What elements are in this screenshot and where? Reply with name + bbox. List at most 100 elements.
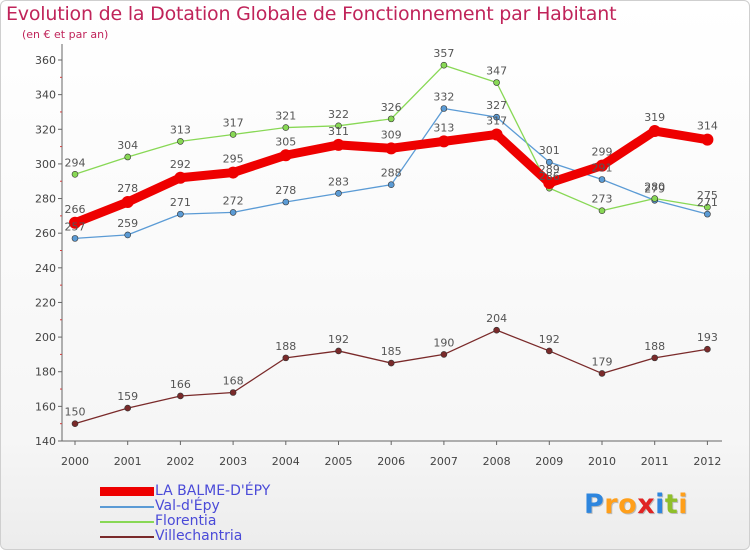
data-point — [545, 158, 553, 166]
data-point — [651, 195, 659, 202]
data-label: 279 — [644, 182, 665, 195]
legend-label: Villechantria — [155, 528, 243, 544]
data-point — [704, 210, 711, 218]
data-point — [648, 125, 661, 138]
y-tick-label: 280 — [35, 193, 56, 206]
data-point — [598, 176, 606, 183]
data-label: 291 — [592, 161, 613, 174]
data-point — [596, 159, 608, 172]
data-label: 278 — [117, 182, 138, 195]
chart-subtitle: (en € et par an) — [22, 28, 109, 41]
data-point — [543, 176, 556, 189]
data-label: 150 — [65, 406, 86, 419]
y-tick-label: 260 — [35, 227, 56, 240]
proxiti-logo: Proxiti — [584, 489, 688, 520]
data-label: 289 — [539, 163, 560, 176]
data-point — [335, 347, 342, 355]
x-tick-label: 2007 — [430, 455, 458, 468]
data-point — [385, 142, 398, 155]
data-label: 193 — [697, 331, 718, 344]
data-label: 179 — [592, 355, 613, 368]
data-point — [704, 203, 711, 211]
y-tick-label: 220 — [35, 296, 56, 309]
data-point — [71, 235, 79, 242]
data-label: 192 — [328, 333, 349, 346]
data-point — [177, 392, 184, 400]
data-point — [437, 135, 450, 148]
x-tick-label: 2000 — [61, 455, 89, 468]
y-tick-label: 340 — [35, 89, 56, 102]
logo-letter: P — [584, 489, 605, 520]
data-point — [174, 171, 187, 184]
data-label: 309 — [381, 128, 402, 141]
data-point — [177, 210, 184, 218]
data-point — [387, 115, 395, 123]
data-label: 317 — [486, 114, 507, 127]
data-point — [493, 326, 500, 334]
data-label: 280 — [644, 181, 665, 194]
data-point — [387, 181, 395, 188]
data-label: 259 — [117, 217, 138, 230]
data-point — [598, 370, 606, 377]
x-tick-label: 2004 — [272, 455, 300, 468]
y-tick-label: 320 — [35, 123, 56, 136]
data-label: 311 — [328, 125, 349, 138]
data-label: 313 — [170, 123, 191, 136]
data-label: 278 — [275, 184, 296, 197]
data-point — [124, 404, 131, 412]
data-point — [701, 133, 714, 146]
data-point — [177, 138, 184, 145]
logo-letter: o — [618, 489, 638, 520]
data-label: 321 — [275, 110, 296, 123]
data-point — [71, 420, 79, 427]
data-label: 266 — [65, 203, 86, 216]
data-point — [69, 216, 81, 229]
data-label: 317 — [223, 116, 244, 129]
data-label: 166 — [170, 378, 191, 391]
x-tick-label: 2008 — [483, 455, 511, 468]
legend-label: LA BALME-D'ÉPY — [155, 483, 271, 499]
data-point — [335, 122, 342, 130]
logo-letter: t — [664, 489, 679, 520]
data-label: 185 — [381, 345, 402, 358]
data-point — [229, 131, 237, 138]
logo-letter: i — [655, 489, 665, 520]
data-label: 275 — [697, 189, 718, 202]
data-label: 288 — [381, 167, 402, 180]
x-tick-label: 2005 — [325, 455, 353, 468]
logo-letter: i — [678, 489, 689, 520]
data-label: 283 — [328, 175, 349, 188]
data-label: 326 — [381, 101, 402, 114]
axes: 140 160 180 200 220 240 260 280 300 320 340 360 2000… — [35, 44, 722, 468]
data-label: 271 — [170, 196, 191, 209]
data-point — [282, 354, 290, 362]
data-label: 188 — [275, 340, 296, 353]
data-point — [440, 351, 448, 358]
data-label: 273 — [592, 193, 613, 206]
data-point — [598, 207, 606, 214]
y-tick-label: 180 — [35, 366, 56, 379]
data-point — [227, 166, 240, 179]
legend-swatch — [100, 535, 154, 538]
legend-swatch — [100, 505, 154, 508]
data-label: 319 — [644, 111, 665, 124]
x-tick-label: 2001 — [114, 455, 142, 468]
x-tick-label: 2012 — [693, 455, 721, 468]
data-label: 190 — [433, 336, 454, 349]
logo-letter: x — [637, 489, 656, 520]
y-tick-label: 140 — [35, 435, 56, 448]
data-point — [124, 153, 131, 161]
data-point — [124, 231, 131, 239]
data-label: 332 — [433, 90, 454, 103]
data-label: 295 — [223, 153, 244, 166]
data-point — [490, 128, 503, 141]
data-label: 192 — [539, 333, 560, 346]
legend-swatch — [100, 487, 154, 496]
data-point — [121, 196, 134, 209]
data-label: 304 — [117, 139, 138, 152]
y-tick-label: 240 — [35, 262, 56, 275]
data-point — [651, 354, 659, 362]
data-point — [279, 149, 292, 162]
